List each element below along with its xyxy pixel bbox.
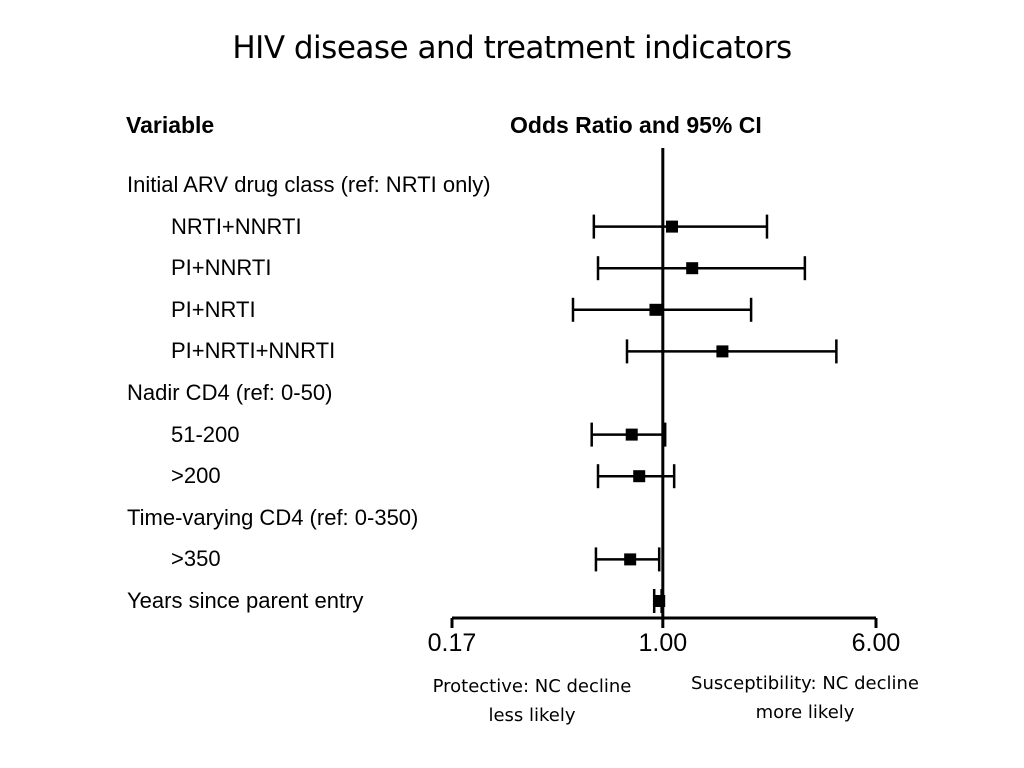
susceptibility-annotation-line2: more likely: [755, 702, 855, 723]
variable-column-header: Variable: [126, 112, 215, 138]
variable-group-label: Time-varying CD4 (ref: 0-350): [127, 504, 419, 530]
odds-ratio-marker: [624, 553, 637, 566]
variable-label: 51-200: [171, 421, 240, 447]
protective-annotation-line1: Protective: NC decline: [432, 676, 632, 697]
protective-annotation: Protective: NC decline less likely: [408, 672, 656, 730]
odds-ratio-marker: [649, 303, 662, 316]
variable-label: >350: [171, 546, 221, 572]
variable-label: PI+NRTI+NNRTI: [171, 338, 336, 364]
x-tick-label: 6.00: [852, 629, 901, 657]
variable-label: PI+NNRTI: [171, 255, 272, 281]
odds-ratio-marker: [653, 595, 666, 607]
variable-label: >200: [171, 463, 221, 489]
odds-ratio-marker: [665, 220, 678, 233]
odds-ratio-marker: [686, 262, 699, 275]
odds-ratio-marker: [633, 470, 646, 483]
susceptibility-annotation: Susceptibility: NC decline more likely: [664, 669, 946, 727]
variable-label: PI+NRTI: [171, 296, 256, 322]
variable-group-label: Initial ARV drug class (ref: NRTI only): [127, 172, 491, 197]
variable-group-label: Years since parent entry: [127, 588, 364, 613]
odds-ratio-column-header: Odds Ratio and 95% CI: [510, 112, 762, 138]
odds-ratio-marker: [625, 428, 638, 441]
variable-label: NRTI+NNRTI: [171, 213, 302, 239]
x-tick-label: 1.00: [638, 629, 687, 657]
protective-annotation-line2: less likely: [488, 705, 576, 726]
slide-title: HIV disease and treatment indicators: [232, 30, 792, 66]
variable-group-label: Nadir CD4 (ref: 0-50): [127, 380, 333, 405]
odds-ratio-marker: [716, 345, 729, 358]
susceptibility-annotation-line1: Susceptibility: NC decline: [691, 673, 919, 694]
x-tick-label: 0.17: [428, 629, 477, 657]
